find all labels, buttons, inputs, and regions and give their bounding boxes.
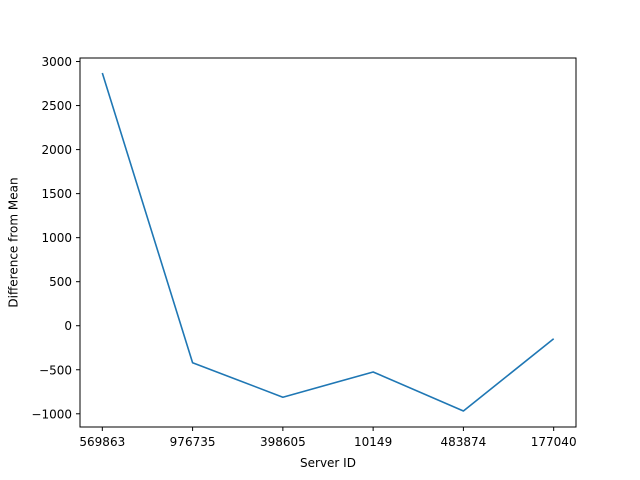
plot-lines [101,72,555,412]
y-tick-label: −500 [39,363,72,377]
y-tick-label: 500 [49,275,72,289]
x-tick-label: 976735 [170,435,216,449]
y-tick-label: 3000 [41,55,72,69]
y-tick-label: −1000 [31,407,72,421]
y-tick-label: 2500 [41,99,72,113]
y-axis-label: Difference from Mean [7,177,21,307]
x-tick-label: 398605 [260,435,306,449]
y-axis-ticks: −1000 −500 0 500 1000 1500 2000 2500 3000 [31,55,80,421]
x-axis-label: Server ID [300,456,356,470]
y-tick-label: 1500 [41,187,72,201]
x-axis-ticks: 569863 976735 398605 10149 483874 177040 [79,427,577,449]
x-tick-label: 569863 [79,435,125,449]
y-tick-label: 0 [64,319,72,333]
plot-area-frame [79,57,577,428]
series-line-0 [101,72,555,412]
x-tick-label: 10149 [354,435,392,449]
y-tick-label: 1000 [41,231,72,245]
x-tick-label: 177040 [531,435,577,449]
y-tick-label: 2000 [41,143,72,157]
x-tick-label: 483874 [441,435,487,449]
